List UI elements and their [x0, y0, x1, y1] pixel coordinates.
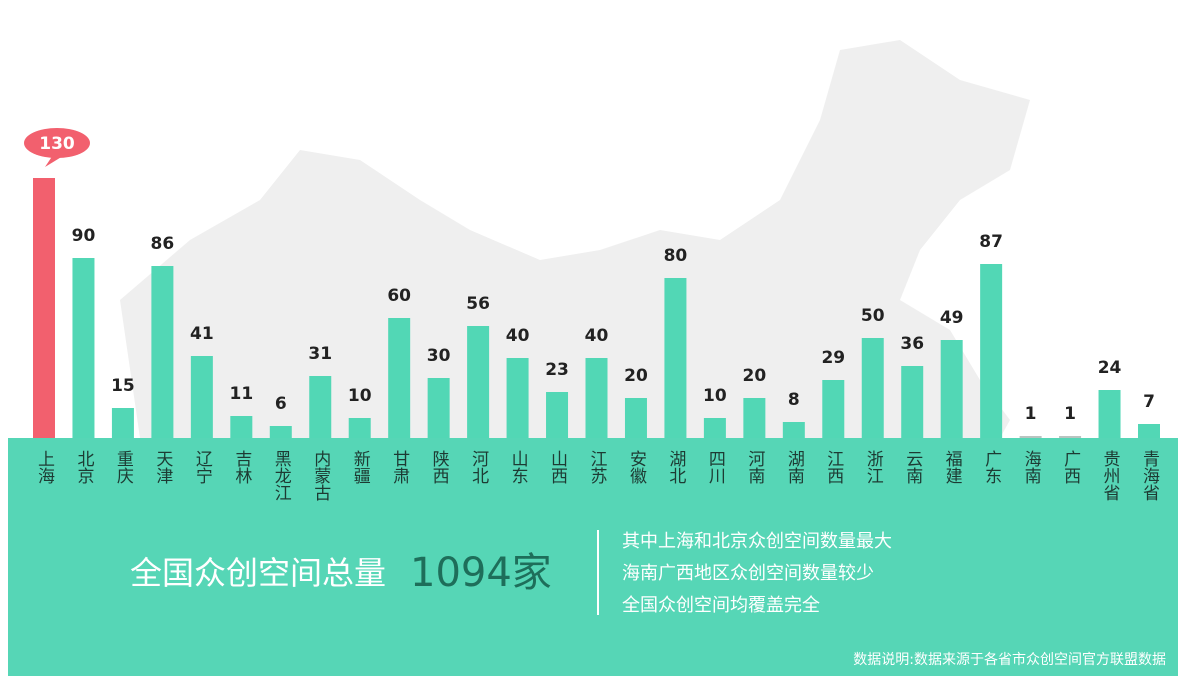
- x-tick-label: 上海: [34, 450, 55, 485]
- value-label: 31: [308, 344, 332, 364]
- x-tick-label: 陕西: [429, 450, 449, 484]
- value-label: 1: [1064, 404, 1076, 424]
- bar: [348, 418, 371, 438]
- bar: [427, 378, 450, 438]
- x-tick-label: 山东: [508, 450, 528, 484]
- bar: [33, 178, 55, 438]
- value-label: 11: [229, 384, 253, 404]
- bar: [743, 398, 766, 438]
- x-tick-label: 福建: [942, 450, 963, 484]
- bar: [309, 376, 332, 438]
- value-label: 56: [466, 294, 490, 314]
- bar: [269, 426, 292, 438]
- value-label: 1: [1025, 404, 1037, 424]
- x-tick-label: 内蒙古: [310, 450, 331, 501]
- bar: [467, 326, 490, 438]
- bar: [72, 258, 95, 438]
- info-panel: [8, 438, 1178, 676]
- value-label: 87: [979, 232, 1003, 252]
- value-label: 41: [190, 324, 214, 344]
- x-tick-label: 浙江: [863, 450, 884, 484]
- note: 海南广西地区众创空间数量较少: [622, 563, 874, 584]
- label-bubble: [24, 128, 90, 158]
- x-tick-label: 天津: [152, 450, 173, 484]
- summary-total: 1094家: [410, 550, 552, 596]
- x-tick-label: 湖北: [665, 450, 686, 484]
- bar: [703, 418, 726, 438]
- value-label: 6: [275, 394, 287, 414]
- x-tick-label: 辽宁: [192, 450, 213, 484]
- map-background: [120, 40, 1030, 438]
- value-label: 40: [585, 326, 609, 346]
- value-label: 10: [703, 386, 727, 406]
- bar: [1059, 436, 1082, 438]
- value-label: 24: [1098, 358, 1122, 378]
- x-tick-label: 广东: [981, 450, 1002, 484]
- x-tick-label: 重庆: [113, 450, 134, 484]
- value-label: 29: [821, 348, 845, 368]
- value-label: 20: [624, 366, 648, 386]
- value-label: 86: [151, 234, 175, 254]
- value-label: 90: [72, 226, 96, 246]
- x-tick-label: 海南: [1021, 450, 1042, 484]
- bar: [940, 340, 963, 438]
- bar: [1098, 390, 1121, 438]
- bar: [861, 338, 884, 438]
- summary-label: 全国众创空间总量: [130, 554, 386, 592]
- source-note: 数据说明:数据来源于各省市众创空间官方联盟数据: [853, 651, 1166, 668]
- bar: [1138, 424, 1160, 438]
- x-tick-label: 黑龙江: [271, 450, 292, 501]
- x-tick-label: 云南: [902, 450, 923, 484]
- x-tick-label: 吉林: [231, 450, 252, 484]
- x-tick-label: 河北: [468, 450, 489, 484]
- x-tick-label: 安徽: [626, 450, 647, 484]
- value-label: 130: [39, 134, 75, 154]
- note: 其中上海和北京众创空间数量最大: [622, 531, 892, 552]
- bar: [388, 318, 411, 438]
- value-label: 49: [940, 308, 964, 328]
- note: 全国众创空间均覆盖完全: [622, 595, 820, 616]
- value-label: 80: [664, 246, 688, 266]
- x-tick-label: 贵州省: [1100, 450, 1121, 501]
- bar: [901, 366, 924, 438]
- value-label: 20: [743, 366, 767, 386]
- x-tick-label: 新疆: [350, 450, 371, 484]
- x-tick-label: 河南: [744, 450, 765, 484]
- value-label: 8: [788, 390, 800, 410]
- value-label: 30: [427, 346, 451, 366]
- bar: [822, 380, 845, 438]
- bar: [624, 398, 647, 438]
- bar: [190, 356, 213, 438]
- value-label: 10: [348, 386, 372, 406]
- bar: [151, 266, 174, 438]
- value-label: 50: [861, 306, 885, 326]
- bar: [664, 278, 687, 438]
- x-tick-label: 江西: [823, 450, 844, 484]
- x-tick-label: 四川: [705, 450, 726, 484]
- bar: [980, 264, 1003, 438]
- x-tick-label: 北京: [73, 450, 94, 485]
- x-tick-label: 湖南: [784, 450, 805, 484]
- value-label: 23: [545, 360, 569, 380]
- value-label: 15: [111, 376, 135, 396]
- value-label: 36: [900, 334, 924, 354]
- value-label: 60: [387, 286, 411, 306]
- bar: [585, 358, 608, 438]
- bar: [506, 358, 529, 438]
- bar: [1019, 436, 1042, 438]
- value-label: 40: [506, 326, 530, 346]
- bar: [782, 422, 805, 438]
- x-tick-label: 山西: [547, 450, 567, 484]
- x-tick-label: 江苏: [587, 450, 608, 485]
- x-tick-label: 广西: [1060, 450, 1081, 484]
- label-bubble: [45, 155, 63, 167]
- bar: [546, 392, 569, 438]
- bar: [230, 416, 253, 438]
- bar: [111, 408, 134, 438]
- x-tick-label: 青海省: [1139, 450, 1160, 501]
- x-tick-label: 甘肃: [389, 450, 410, 484]
- value-label: 7: [1143, 392, 1155, 412]
